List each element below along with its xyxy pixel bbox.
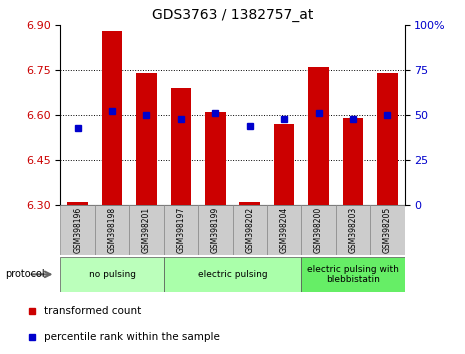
Bar: [301, 257, 405, 292]
Bar: [336, 205, 370, 255]
Bar: [164, 257, 301, 292]
Bar: [377, 73, 398, 205]
Text: GSM398202: GSM398202: [245, 207, 254, 253]
Bar: [308, 67, 329, 205]
Bar: [129, 205, 164, 255]
Bar: [102, 31, 122, 205]
Bar: [95, 205, 129, 255]
Bar: [343, 118, 363, 205]
Text: GSM398196: GSM398196: [73, 207, 82, 253]
Text: transformed count: transformed count: [44, 306, 141, 316]
Bar: [370, 205, 405, 255]
Text: GSM398204: GSM398204: [279, 207, 289, 253]
Title: GDS3763 / 1382757_at: GDS3763 / 1382757_at: [152, 8, 313, 22]
Text: electric pulsing with
blebbistatin: electric pulsing with blebbistatin: [307, 265, 399, 284]
Bar: [198, 205, 232, 255]
Text: GSM398205: GSM398205: [383, 207, 392, 253]
Bar: [232, 205, 267, 255]
Bar: [60, 257, 164, 292]
Bar: [136, 73, 157, 205]
Bar: [164, 205, 198, 255]
Bar: [60, 205, 95, 255]
Bar: [301, 205, 336, 255]
Bar: [67, 202, 88, 205]
Text: no pulsing: no pulsing: [88, 270, 136, 279]
Bar: [274, 124, 294, 205]
Text: GSM398203: GSM398203: [348, 207, 358, 253]
Text: percentile rank within the sample: percentile rank within the sample: [44, 332, 220, 342]
Text: GSM398201: GSM398201: [142, 207, 151, 253]
Text: GSM398200: GSM398200: [314, 207, 323, 253]
Bar: [267, 205, 301, 255]
Bar: [171, 88, 191, 205]
Bar: [239, 202, 260, 205]
Bar: [205, 112, 226, 205]
Text: electric pulsing: electric pulsing: [198, 270, 267, 279]
Text: protocol: protocol: [5, 269, 44, 279]
Text: GSM398199: GSM398199: [211, 207, 220, 253]
Text: GSM398197: GSM398197: [176, 207, 186, 253]
Text: GSM398198: GSM398198: [107, 207, 117, 253]
